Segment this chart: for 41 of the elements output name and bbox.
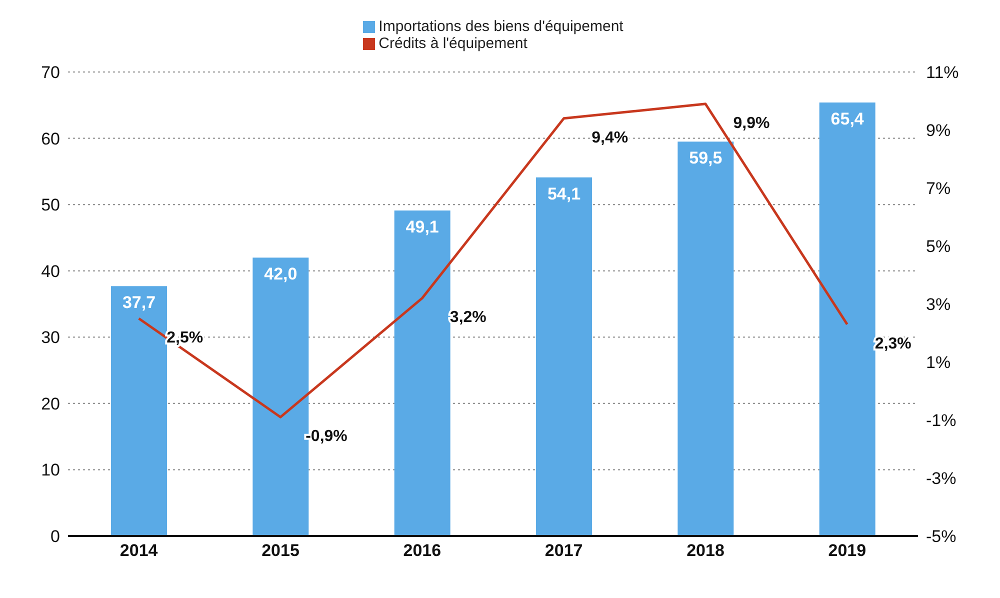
data-label: 42,0 (264, 264, 298, 284)
y2-tick-label: 5% (926, 237, 951, 256)
data-label: 2,3% (874, 335, 912, 352)
x-tick-label: 2019 (828, 541, 866, 560)
y-tick-label: 20 (41, 394, 60, 414)
y-tick-label: 40 (41, 262, 60, 281)
legend-label: Crédits à l'équipement (378, 35, 528, 52)
data-label: 49,1 (406, 218, 439, 237)
x-tick-label: 2014 (120, 541, 158, 560)
y2-tick-label: 9% (926, 121, 951, 140)
data-label: 59,5 (689, 148, 722, 168)
y-tick-label: 60 (41, 129, 60, 148)
data-label: 2,5% (166, 330, 204, 346)
x-tick-label: 2018 (686, 541, 724, 560)
bar (536, 177, 592, 536)
y2-tick-label: -5% (926, 527, 956, 546)
y2-tick-label: 1% (926, 353, 951, 372)
x-tick-label: 2017 (544, 541, 583, 560)
y-tick-label: 70 (41, 63, 60, 82)
y2-tick-label: -3% (926, 469, 956, 488)
bar (819, 102, 876, 536)
data-label: 54,1 (547, 184, 581, 204)
data-label: 3,2% (450, 309, 486, 326)
y-tick-label: 50 (41, 196, 60, 215)
data-label: 9,9% (733, 114, 770, 132)
y-tick-label: 10 (41, 460, 60, 480)
y2-tick-label: 11% (926, 63, 959, 82)
y2-tick-label: -1% (926, 411, 956, 430)
bar (678, 142, 734, 536)
bar (394, 210, 450, 536)
data-label: 37,7 (122, 293, 156, 312)
data-label: 65,4 (830, 109, 864, 128)
data-label: 9,4% (592, 129, 628, 146)
y-tick-label: 30 (41, 328, 60, 348)
legend-label: Importations des biens d'équipement (378, 18, 624, 35)
y2-tick-label: 3% (926, 295, 951, 314)
x-tick-label: 2015 (262, 541, 300, 560)
bar (111, 286, 167, 536)
x-tick-label: 2016 (403, 541, 442, 560)
y2-tick-label: 7% (926, 179, 951, 198)
y-tick-label: 0 (50, 527, 60, 546)
